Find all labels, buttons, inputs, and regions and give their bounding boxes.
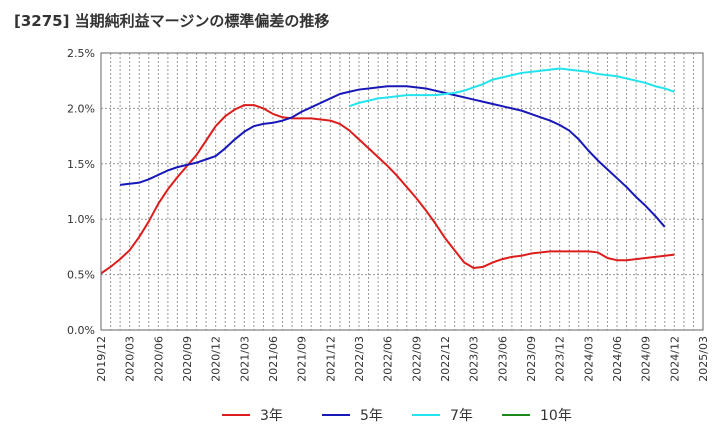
x-tick-label: 2023/03 [468, 336, 481, 382]
x-tick-label: 2022/03 [353, 336, 366, 382]
y-tick-label: 2.5% [67, 47, 95, 60]
plot-frame [100, 52, 704, 331]
x-tick-label: 2025/03 [697, 336, 710, 382]
legend-label: 3年 [260, 408, 283, 424]
legend-swatch [222, 414, 250, 416]
x-tick-label: 2023/06 [496, 336, 509, 382]
legend: 3年 5年 7年 10年 [0, 402, 720, 428]
legend-item-10y: 10年 [502, 402, 572, 428]
x-tick-label: 2020/03 [124, 336, 137, 382]
x-tick-label: 2022/09 [410, 336, 423, 382]
legend-item-3y: 3年 [222, 402, 283, 428]
legend-swatch [412, 414, 440, 416]
y-tick-label: 1.0% [67, 213, 95, 226]
y-axis: 0.0% 0.5% 1.0% 1.5% 2.0% 2.5% [67, 47, 95, 337]
x-tick-label: 2023/12 [554, 336, 567, 382]
legend-swatch [502, 414, 530, 416]
x-tick-label: 2021/12 [324, 336, 337, 382]
x-tick-label: 2019/12 [95, 336, 108, 382]
legend-item-7y: 7年 [412, 402, 473, 428]
series-line-5年 [119, 85, 666, 228]
x-tick-label: 2024/09 [640, 336, 653, 382]
x-tick-label: 2020/06 [152, 336, 165, 382]
series-layer [100, 67, 675, 275]
series-line-7年 [349, 67, 675, 108]
x-tick-label: 2024/06 [611, 336, 624, 382]
grid [101, 53, 703, 330]
x-tick-label: 2024/03 [582, 336, 595, 382]
x-tick-label: 2021/03 [238, 336, 251, 382]
x-tick-label: 2024/12 [668, 336, 681, 382]
legend-item-5y: 5年 [322, 402, 383, 428]
x-tick-label: 2021/06 [267, 336, 280, 382]
x-tick-label: 2020/12 [210, 336, 223, 382]
legend-label: 10年 [540, 408, 572, 424]
y-tick-label: 0.5% [67, 269, 95, 282]
x-tick-label: 2020/09 [181, 336, 194, 382]
y-tick-label: 2.0% [67, 102, 95, 115]
y-tick-label: 0.0% [67, 324, 95, 337]
y-tick-label: 1.5% [67, 158, 95, 171]
x-tick-label: 2022/06 [382, 336, 395, 382]
series-line-3年 [100, 104, 675, 275]
legend-label: 5年 [360, 408, 383, 424]
x-tick-label: 2022/12 [439, 336, 452, 382]
page-title: [3275] 当期純利益マージンの標準偏差の推移 [14, 12, 330, 30]
x-tick-label: 2021/09 [296, 336, 309, 382]
legend-label: 7年 [450, 408, 473, 424]
x-tick-label: 2023/09 [525, 336, 538, 382]
x-axis: 2019/12 2020/03 2020/06 2020/09 2020/12 2021/… [95, 336, 710, 382]
legend-swatch [322, 414, 350, 416]
